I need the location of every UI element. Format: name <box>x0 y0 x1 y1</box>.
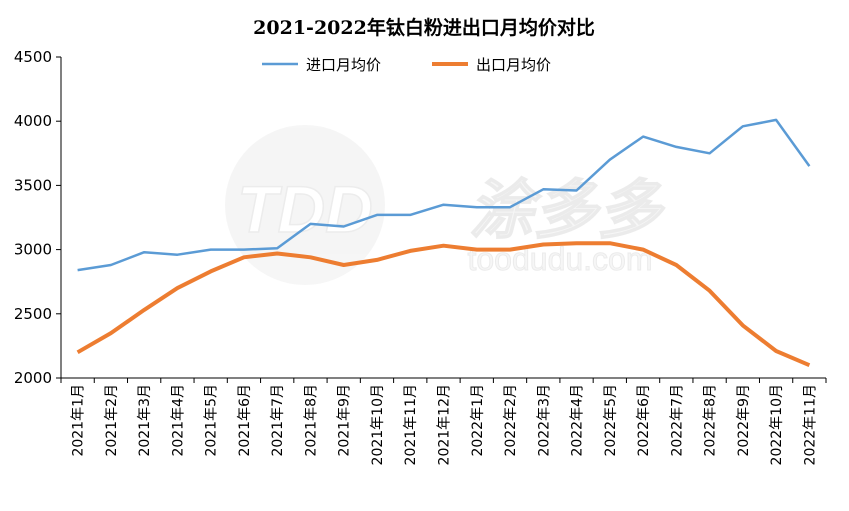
x-tick-label: 2021年12月 <box>437 384 453 465</box>
x-tick-label: 2021年7月 <box>270 384 286 457</box>
x-tick-label: 2021年9月 <box>337 384 353 457</box>
x-tick-label: 2022年10月 <box>769 384 785 465</box>
x-tick-label: 2021年1月 <box>71 384 87 457</box>
x-tick-label: 2021年4月 <box>170 384 186 457</box>
y-tick-label: 2500 <box>14 305 52 323</box>
x-tick-label: 2022年7月 <box>669 384 685 457</box>
legend-label-export: 出口月均价 <box>476 56 551 74</box>
y-tick-label: 3000 <box>14 241 52 259</box>
watermark-logo-circle <box>225 125 385 285</box>
x-tick-label: 2022年11月 <box>802 384 818 465</box>
y-tick-label: 2000 <box>14 369 52 387</box>
y-axis-ticks: 2000 2500 3000 3500 4000 4500 <box>14 48 61 387</box>
watermark: TDD 涂多多 toodudu.com <box>225 125 666 285</box>
x-tick-label: 2022年2月 <box>503 384 519 457</box>
x-tick-label: 2021年8月 <box>303 384 319 457</box>
x-tick-label: 2022年9月 <box>736 384 752 457</box>
watermark-logo-text: TDD <box>237 172 373 246</box>
x-tick-label: 2022年3月 <box>536 384 552 457</box>
series-line-export <box>76 241 811 368</box>
chart-title: 2021-2022年钛白粉进出口月均价对比 <box>253 16 595 39</box>
x-tick-label: 2022年1月 <box>470 384 486 457</box>
x-tick-label: 2021年10月 <box>370 384 386 465</box>
series-lines <box>76 118 811 368</box>
y-tick-label: 4500 <box>14 48 52 66</box>
x-tick-label: 2021年2月 <box>104 384 120 457</box>
x-tick-label: 2022年6月 <box>636 384 652 457</box>
x-tick-label: 2021年11月 <box>403 384 419 465</box>
x-tick-label: 2021年5月 <box>204 384 220 457</box>
x-tick-label: 2021年6月 <box>237 384 253 457</box>
x-tick-label: 2021年3月 <box>137 384 153 457</box>
y-tick-label: 3500 <box>14 176 52 194</box>
x-tick-label: 2022年4月 <box>570 384 586 457</box>
x-tick-label: 2022年5月 <box>603 384 619 457</box>
x-tick-label: 2022年8月 <box>703 384 719 457</box>
x-axis-ticks: 2021年1月 2021年2月 2021年3月 2021年4月 2021年5月 2021年… <box>60 378 827 465</box>
legend: 进口月均价 出口月均价 <box>262 56 551 74</box>
watermark-name: 涂多多 <box>469 173 665 248</box>
legend-label-import: 进口月均价 <box>306 56 381 74</box>
y-tick-label: 4000 <box>14 112 52 130</box>
